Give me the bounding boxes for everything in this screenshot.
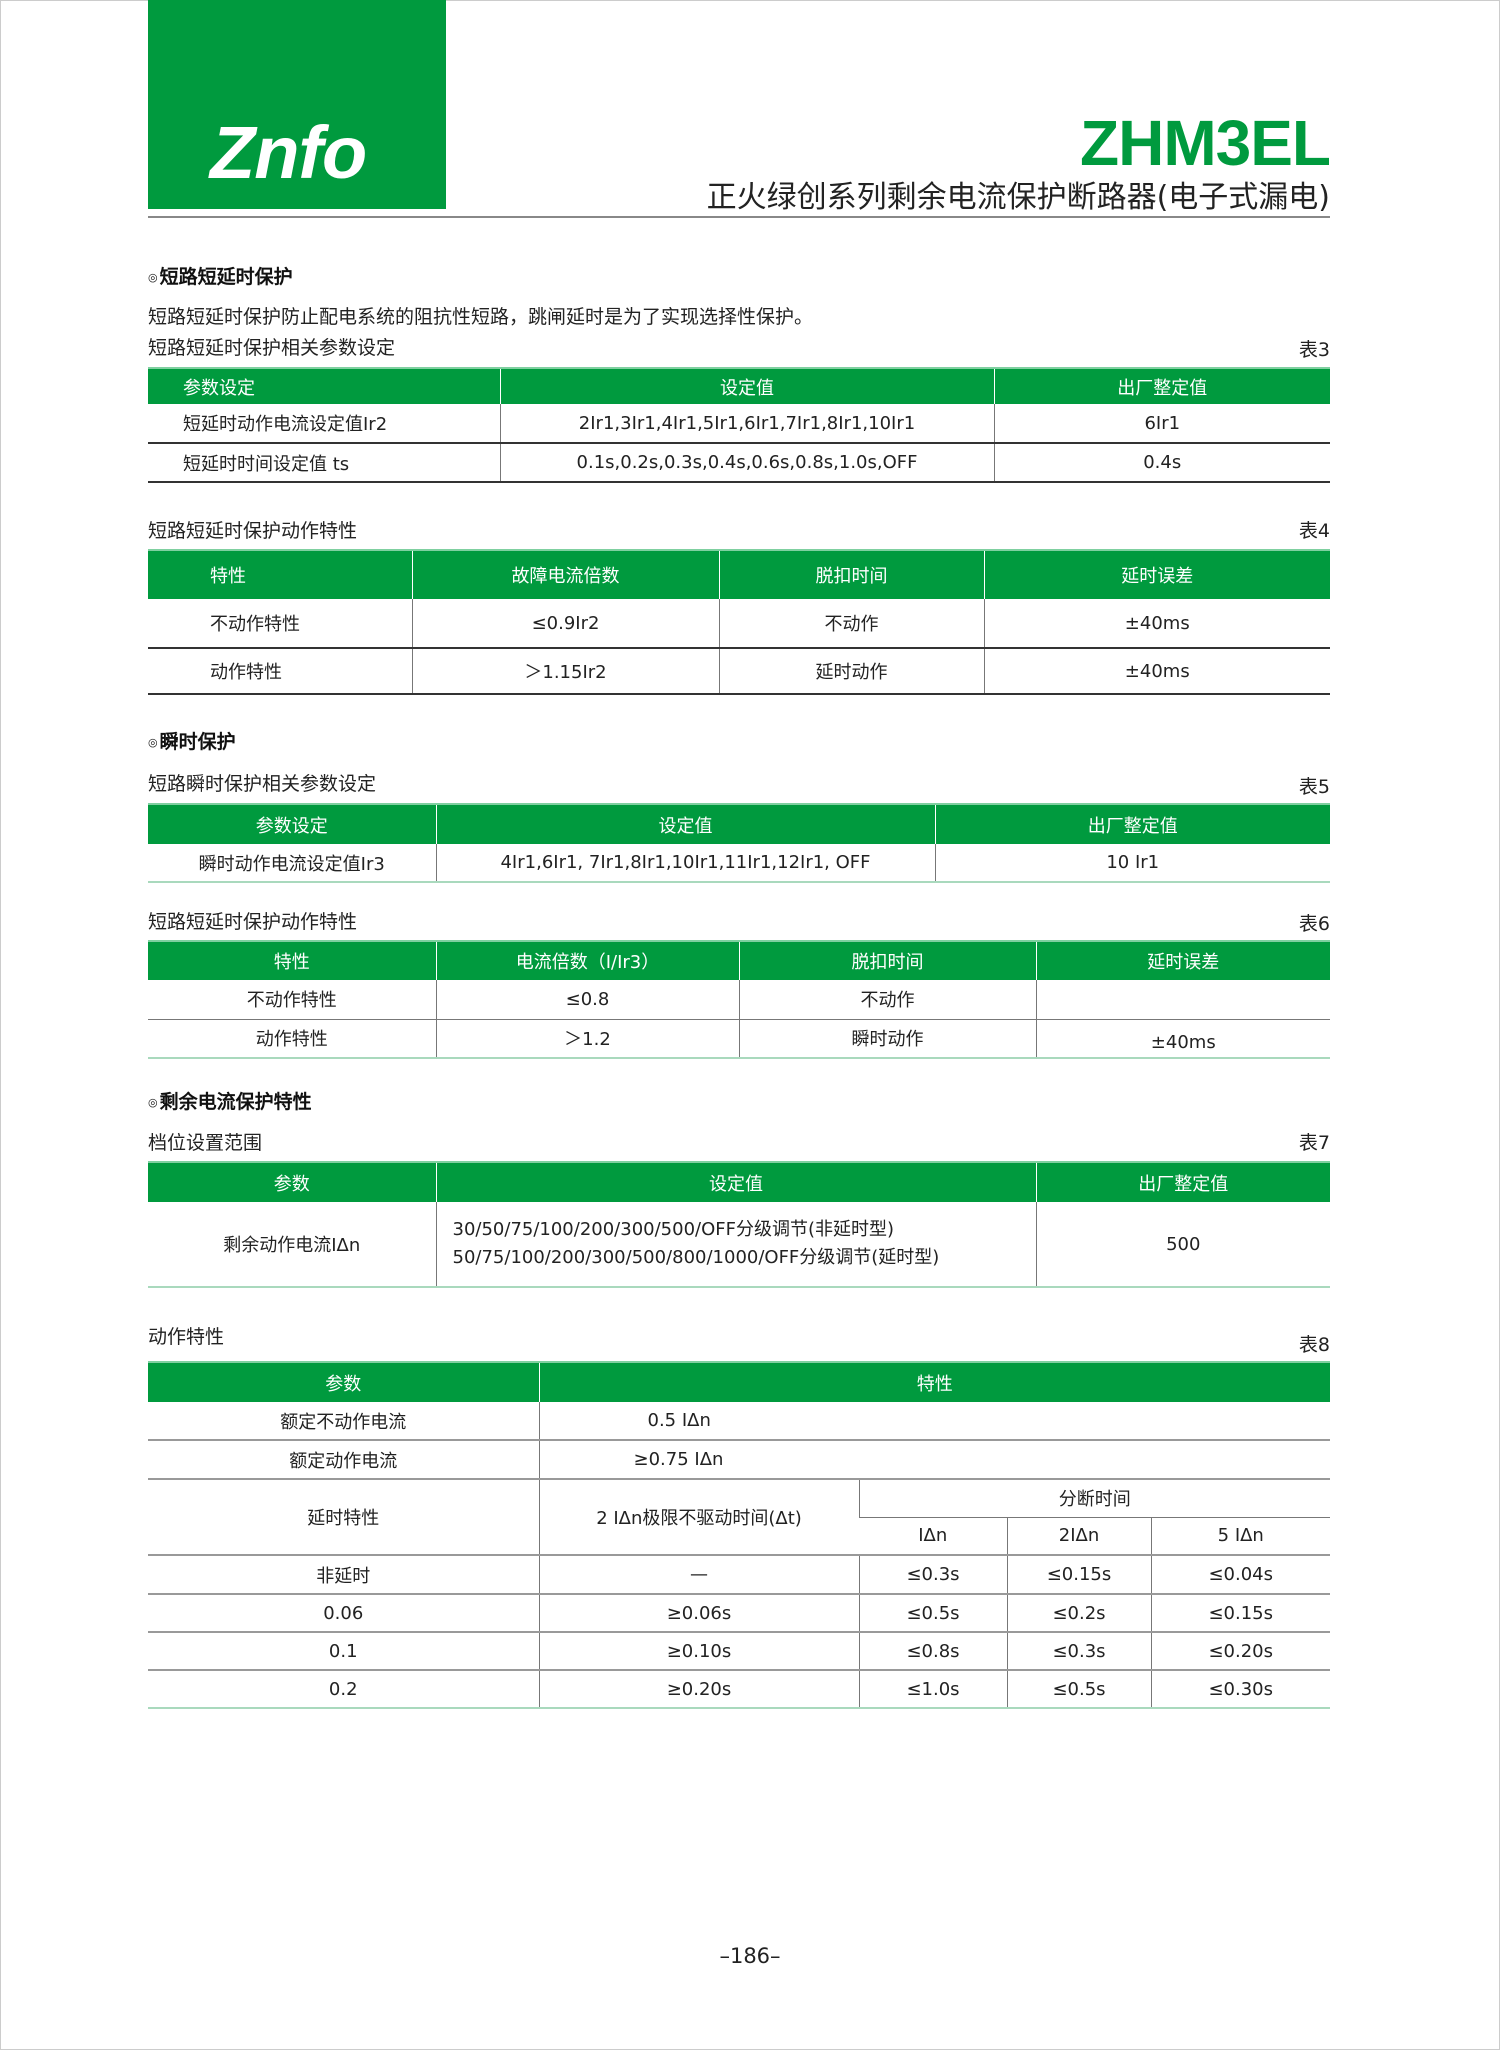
- table-caption: 短路短延时保护动作特性: [148, 911, 358, 933]
- bullet-icon: ◎: [148, 271, 158, 284]
- table-row: 额定不动作电流 0.5 IΔn: [148, 1402, 1330, 1441]
- bullet-icon: ◎: [148, 736, 158, 749]
- table-row: 0.06 ≥0.06s ≤0.5s ≤0.2s ≤0.15s: [148, 1594, 1330, 1633]
- table-8: 参数 特性 额定不动作电流 0.5 IΔn 额定动作电流 ≥0.75 IΔn 延时特性…: [148, 1361, 1330, 1709]
- section-heading: ◎ 瞬时保护: [148, 731, 236, 753]
- table-caption: 档位设置范围: [148, 1132, 263, 1154]
- table-row: 短延时时间设定值 ts 0.1s,0.2s,0.3s,0.4s,0.6s,0.8s…: [148, 443, 1330, 483]
- table-row: 瞬时动作电流设定值Ir3 4Ir1,6Ir1, 7Ir1,8Ir1,10Ir1,1…: [148, 844, 1330, 883]
- table-caption: 短路短延时保护动作特性: [148, 520, 358, 542]
- table-row: 不动作特性 ≤0.8 不动作: [148, 980, 1330, 1020]
- table-caption: 短路短延时保护相关参数设定: [148, 337, 396, 359]
- section-heading: ◎ 剩余电流保护特性: [148, 1091, 312, 1113]
- table-number: 表5: [1298, 776, 1330, 798]
- section-description: 短路短延时保护防止配电系统的阻抗性短路，跳闸延时是为了实现选择性保护。: [148, 306, 814, 328]
- table-caption: 短路瞬时保护相关参数设定: [148, 773, 377, 795]
- model-title: ZHM3EL: [1080, 107, 1331, 179]
- table-row: 动作特性 ＞1.15Ir2 延时动作 ±40ms: [148, 648, 1330, 695]
- table-number: 表3: [1298, 339, 1330, 361]
- table-row: 0.1 ≥0.10s ≤0.8s ≤0.3s ≤0.20s: [148, 1632, 1330, 1671]
- table-row: 短延时动作电流设定值Ir2 2Ir1,3Ir1,4Ir1,5Ir1,6Ir1,7I…: [148, 404, 1330, 444]
- table-row: 动作特性 ＞1.2 瞬时动作 ±40ms: [148, 1019, 1330, 1059]
- header-divider: [148, 216, 1330, 218]
- table-row: 额定动作电流 ≥0.75 IΔn: [148, 1440, 1330, 1480]
- table-caption: 动作特性: [148, 1326, 225, 1348]
- table-row: 剩余动作电流IΔn 30/50/75/100/200/300/500/OFF分级调…: [148, 1202, 1330, 1288]
- table-number: 表7: [1298, 1132, 1330, 1154]
- table-row: 不动作特性 ≤0.9Ir2 不动作 ±40ms: [148, 599, 1330, 649]
- table-row: 0.2 ≥0.20s ≤1.0s ≤0.5s ≤0.30s: [148, 1670, 1330, 1709]
- table-number: 表4: [1298, 520, 1330, 542]
- table-5: 参数设定 设定值 出厂整定值 瞬时动作电流设定值Ir3 4Ir1,6Ir1, 7Ir1…: [148, 803, 1330, 883]
- product-subtitle: 正火绿创系列剩余电流保护断路器(电子式漏电): [706, 180, 1330, 215]
- table-3: 参数设定 设定值 出厂整定值 短延时动作电流设定值Ir2 2Ir1,3Ir1,4Ir1…: [148, 367, 1330, 483]
- table-4: 特性 故障电流倍数 脱扣时间 延时误差 不动作特性 ≤0.9Ir2 不动作 ±40ms 动作…: [148, 549, 1330, 695]
- page-number: –186–: [719, 1944, 781, 1968]
- bullet-icon: ◎: [148, 1096, 158, 1109]
- table-7: 参数 设定值 出厂整定值 剩余动作电流IΔn 30/50/75/100/200/300…: [148, 1161, 1330, 1288]
- table-number: 表8: [1298, 1334, 1330, 1356]
- table-row: 非延时 — ≤0.3s ≤0.15s ≤0.04s: [148, 1555, 1330, 1595]
- brand-logo: Znfo: [148, 0, 446, 209]
- section-heading: ◎ 短路短延时保护: [148, 266, 293, 288]
- table-6: 特性 电流倍数（I/Ir3） 脱扣时间 延时误差 不动作特性 ≤0.8 不动作 动作特性＞…: [148, 940, 1330, 1059]
- table-number: 表6: [1298, 913, 1330, 935]
